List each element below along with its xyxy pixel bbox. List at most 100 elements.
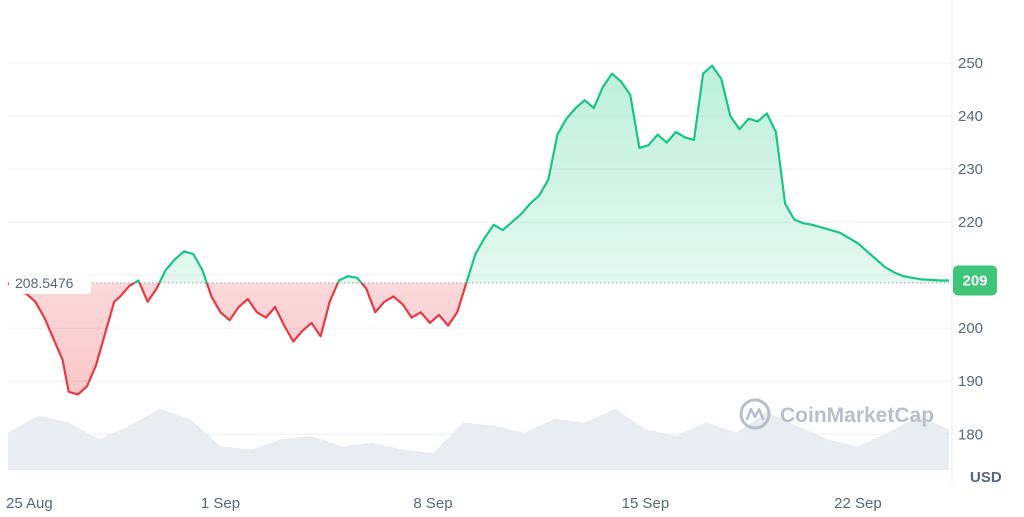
price-point xyxy=(757,120,759,122)
price-point xyxy=(875,258,877,260)
volume-shape xyxy=(8,408,949,470)
price-point xyxy=(119,295,121,297)
price-point xyxy=(329,301,331,303)
price-point xyxy=(793,218,795,220)
price-point xyxy=(219,311,221,313)
price-point xyxy=(95,364,97,366)
price-point xyxy=(611,72,613,74)
price-point xyxy=(930,279,932,281)
price-point xyxy=(893,271,895,273)
price-point xyxy=(392,295,394,297)
x-tick-label: 22 Sep xyxy=(834,495,882,512)
y-axis: 180190200210220230240250 xyxy=(958,55,983,443)
price-point xyxy=(146,301,148,303)
price-point xyxy=(338,279,340,281)
price-point xyxy=(747,118,749,120)
price-point xyxy=(420,311,422,313)
currency-unit-label: USD xyxy=(970,469,1002,486)
price-point xyxy=(574,107,576,109)
price-point xyxy=(356,277,358,279)
price-point xyxy=(347,275,349,277)
price-point xyxy=(456,311,458,313)
price-point xyxy=(474,253,476,255)
y-tick-label: 220 xyxy=(958,214,983,231)
price-point xyxy=(857,242,859,244)
price-point xyxy=(666,141,668,143)
price-point xyxy=(720,78,722,80)
price-fill xyxy=(8,65,949,395)
price-point xyxy=(775,131,777,133)
price-point xyxy=(556,133,558,135)
price-point xyxy=(104,332,106,334)
price-point xyxy=(656,133,658,135)
price-point xyxy=(210,295,212,297)
price-point xyxy=(447,324,449,326)
price-point xyxy=(629,94,631,96)
price-point xyxy=(7,282,9,284)
price-point xyxy=(493,224,495,226)
price-point xyxy=(638,147,640,149)
price-point xyxy=(693,139,695,141)
price-point xyxy=(502,229,504,231)
price-point xyxy=(256,311,258,313)
price-point xyxy=(365,287,367,289)
price-point xyxy=(902,275,904,277)
price-point xyxy=(374,311,376,313)
price-point xyxy=(438,314,440,316)
y-tick-label: 180 xyxy=(958,426,983,443)
price-point xyxy=(647,144,649,146)
price-point xyxy=(884,266,886,268)
price-point xyxy=(238,306,240,308)
price-point xyxy=(128,285,130,287)
price-point xyxy=(465,282,467,284)
price-point xyxy=(520,213,522,215)
line-above-reference xyxy=(8,64,949,283)
price-point xyxy=(483,237,485,239)
price-point xyxy=(839,232,841,234)
price-point xyxy=(429,322,431,324)
price-point xyxy=(529,202,531,204)
price-point xyxy=(174,258,176,260)
price-point xyxy=(848,237,850,239)
price-point xyxy=(675,131,677,133)
price-point xyxy=(684,136,686,138)
y-tick-label: 250 xyxy=(958,55,983,72)
price-point xyxy=(565,118,567,120)
price-point xyxy=(911,277,913,279)
price-point xyxy=(802,222,804,224)
price-point xyxy=(920,278,922,280)
price-point xyxy=(411,316,413,318)
current-price-badge: 209 xyxy=(953,265,997,296)
y-tick-label: 240 xyxy=(958,108,983,125)
price-point xyxy=(52,338,54,340)
price-point xyxy=(228,319,230,321)
price-point xyxy=(620,80,622,82)
x-tick-label: 25 Aug xyxy=(6,495,53,512)
price-point xyxy=(292,340,294,342)
price-point xyxy=(319,335,321,337)
price-point xyxy=(766,112,768,114)
price-point xyxy=(165,269,167,271)
price-point xyxy=(201,269,203,271)
price-point xyxy=(811,224,813,226)
price-point xyxy=(192,253,194,255)
price-point xyxy=(301,330,303,332)
price-point xyxy=(401,303,403,305)
watermark-text: CoinMarketCap xyxy=(780,404,934,427)
x-axis: 25 Aug 1 Sep 8 Sep 15 Sep 22 Sep xyxy=(6,495,882,512)
price-point xyxy=(34,301,36,303)
price-point xyxy=(711,65,713,67)
price-point xyxy=(511,221,513,223)
y-tick-label: 230 xyxy=(958,161,983,178)
x-tick-label: 8 Sep xyxy=(413,495,452,512)
fill-above-reference xyxy=(134,65,949,283)
x-tick-label: 1 Sep xyxy=(201,495,240,512)
price-point xyxy=(547,179,549,181)
reference-price-label: 208.5476 xyxy=(15,275,74,291)
price-point xyxy=(68,391,70,393)
price-point xyxy=(383,301,385,303)
price-point xyxy=(593,107,595,109)
price-point xyxy=(702,72,704,74)
